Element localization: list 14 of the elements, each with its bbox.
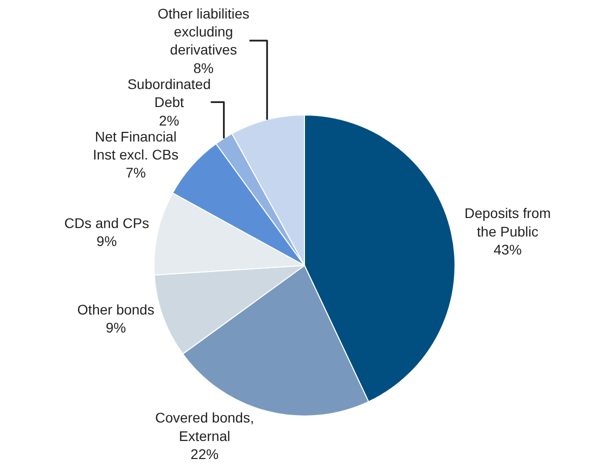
data-label: 8% [193, 60, 214, 76]
data-label: 22% [190, 446, 219, 462]
data-label: 43% [494, 242, 522, 258]
data-label: 9% [106, 320, 126, 336]
slice-label: Subordinated Debt [127, 76, 211, 110]
slice-label: Net Financial Inst excl. CBs [92, 128, 179, 163]
slice-label: Deposits from the Public [464, 205, 551, 240]
data-label: 2% [158, 112, 180, 128]
slice-label: Covered bonds, External [155, 410, 254, 444]
slice-label: Other liabilities excluding derivatives [158, 5, 250, 58]
slice-label: CDs and CPs [64, 214, 150, 231]
data-label: 7% [126, 164, 146, 181]
slice-label: Other bonds [77, 301, 154, 318]
data-label: 9% [96, 232, 117, 249]
